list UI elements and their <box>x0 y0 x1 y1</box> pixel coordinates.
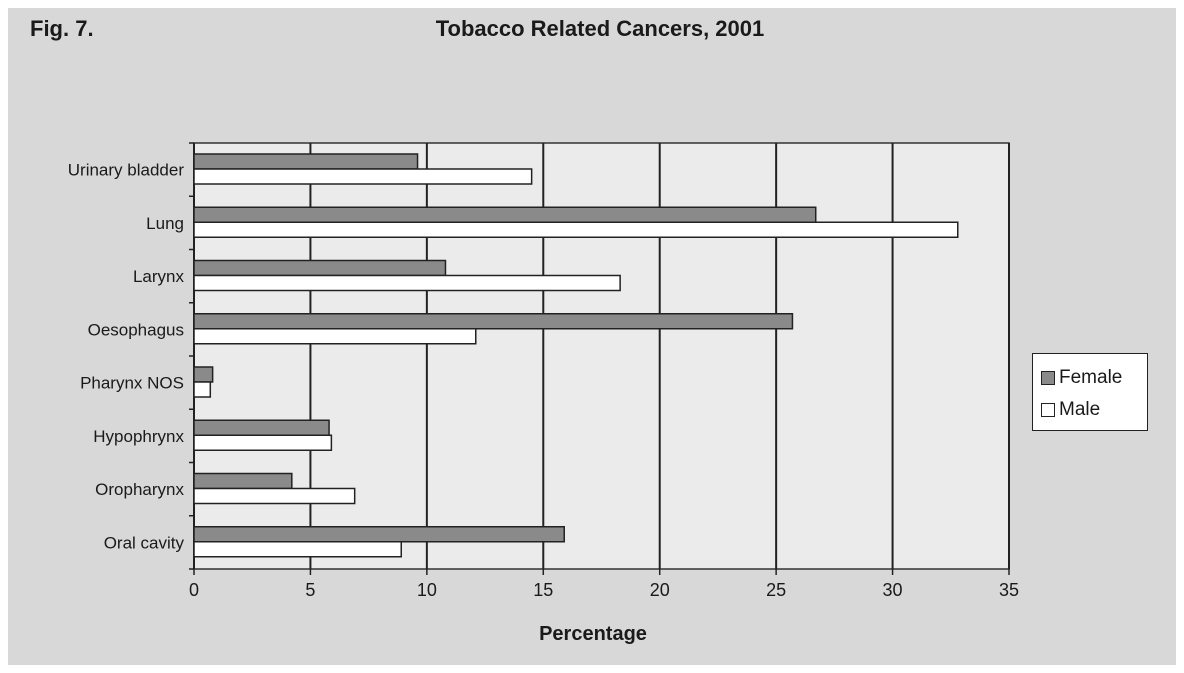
bar-male-lung <box>193 221 959 238</box>
category-label-lung: Lung <box>146 214 184 233</box>
x-tick-label-35: 35 <box>999 580 1019 600</box>
x-tick-label-10: 10 <box>417 580 437 600</box>
category-label-oropharynx: Oropharynx <box>95 480 184 499</box>
x-tick-label-25: 25 <box>766 580 786 600</box>
bar-male-oral-cavity <box>193 541 402 558</box>
legend-label-male: Male <box>1059 399 1101 420</box>
legend-swatch-female <box>1041 371 1055 385</box>
bar-male-urinary-bladder <box>193 168 533 185</box>
category-label-oesophagus: Oesophagus <box>88 320 184 339</box>
legend: Female Male <box>1032 353 1148 431</box>
x-tick-label-20: 20 <box>650 580 670 600</box>
category-label-urinary-bladder: Urinary bladder <box>68 161 185 180</box>
category-label-oral-cavity: Oral cavity <box>104 533 185 552</box>
chart-title: Tobacco Related Cancers, 2001 <box>435 16 765 41</box>
legend-label-female: Female <box>1059 367 1123 388</box>
x-tick-label-5: 5 <box>305 580 315 600</box>
bar-female-lung <box>193 206 817 223</box>
bar-male-pharynx-nos <box>193 381 212 398</box>
legend-item-male: Male <box>1041 398 1100 422</box>
bar-male-oropharynx <box>193 487 356 505</box>
figure-label: Fig. 7. <box>30 16 94 41</box>
bar-male-hypophrynx <box>193 434 333 451</box>
x-tick-label-30: 30 <box>883 580 903 600</box>
legend-item-female: Female <box>1041 366 1122 390</box>
category-label-larynx: Larynx <box>133 267 185 286</box>
category-label-pharynx-nos: Pharynx NOS <box>80 374 184 393</box>
x-axis-label: Percentage <box>539 623 647 645</box>
legend-swatch-male <box>1041 403 1055 417</box>
bar-female-oral-cavity <box>193 526 565 543</box>
category-label-hypophrynx: Hypophrynx <box>93 427 184 446</box>
bar-female-larynx <box>193 259 447 277</box>
x-tick-label-0: 0 <box>189 580 199 600</box>
bar-female-urinary-bladder <box>193 153 419 170</box>
bar-female-pharynx-nos <box>193 366 214 383</box>
bar-male-oesophagus <box>193 328 477 345</box>
bar-female-oropharynx <box>193 472 293 490</box>
bar-female-hypophrynx <box>193 419 330 436</box>
x-tick-label-15: 15 <box>533 580 553 600</box>
bar-female-oesophagus <box>193 313 794 330</box>
bar-male-larynx <box>193 274 621 292</box>
